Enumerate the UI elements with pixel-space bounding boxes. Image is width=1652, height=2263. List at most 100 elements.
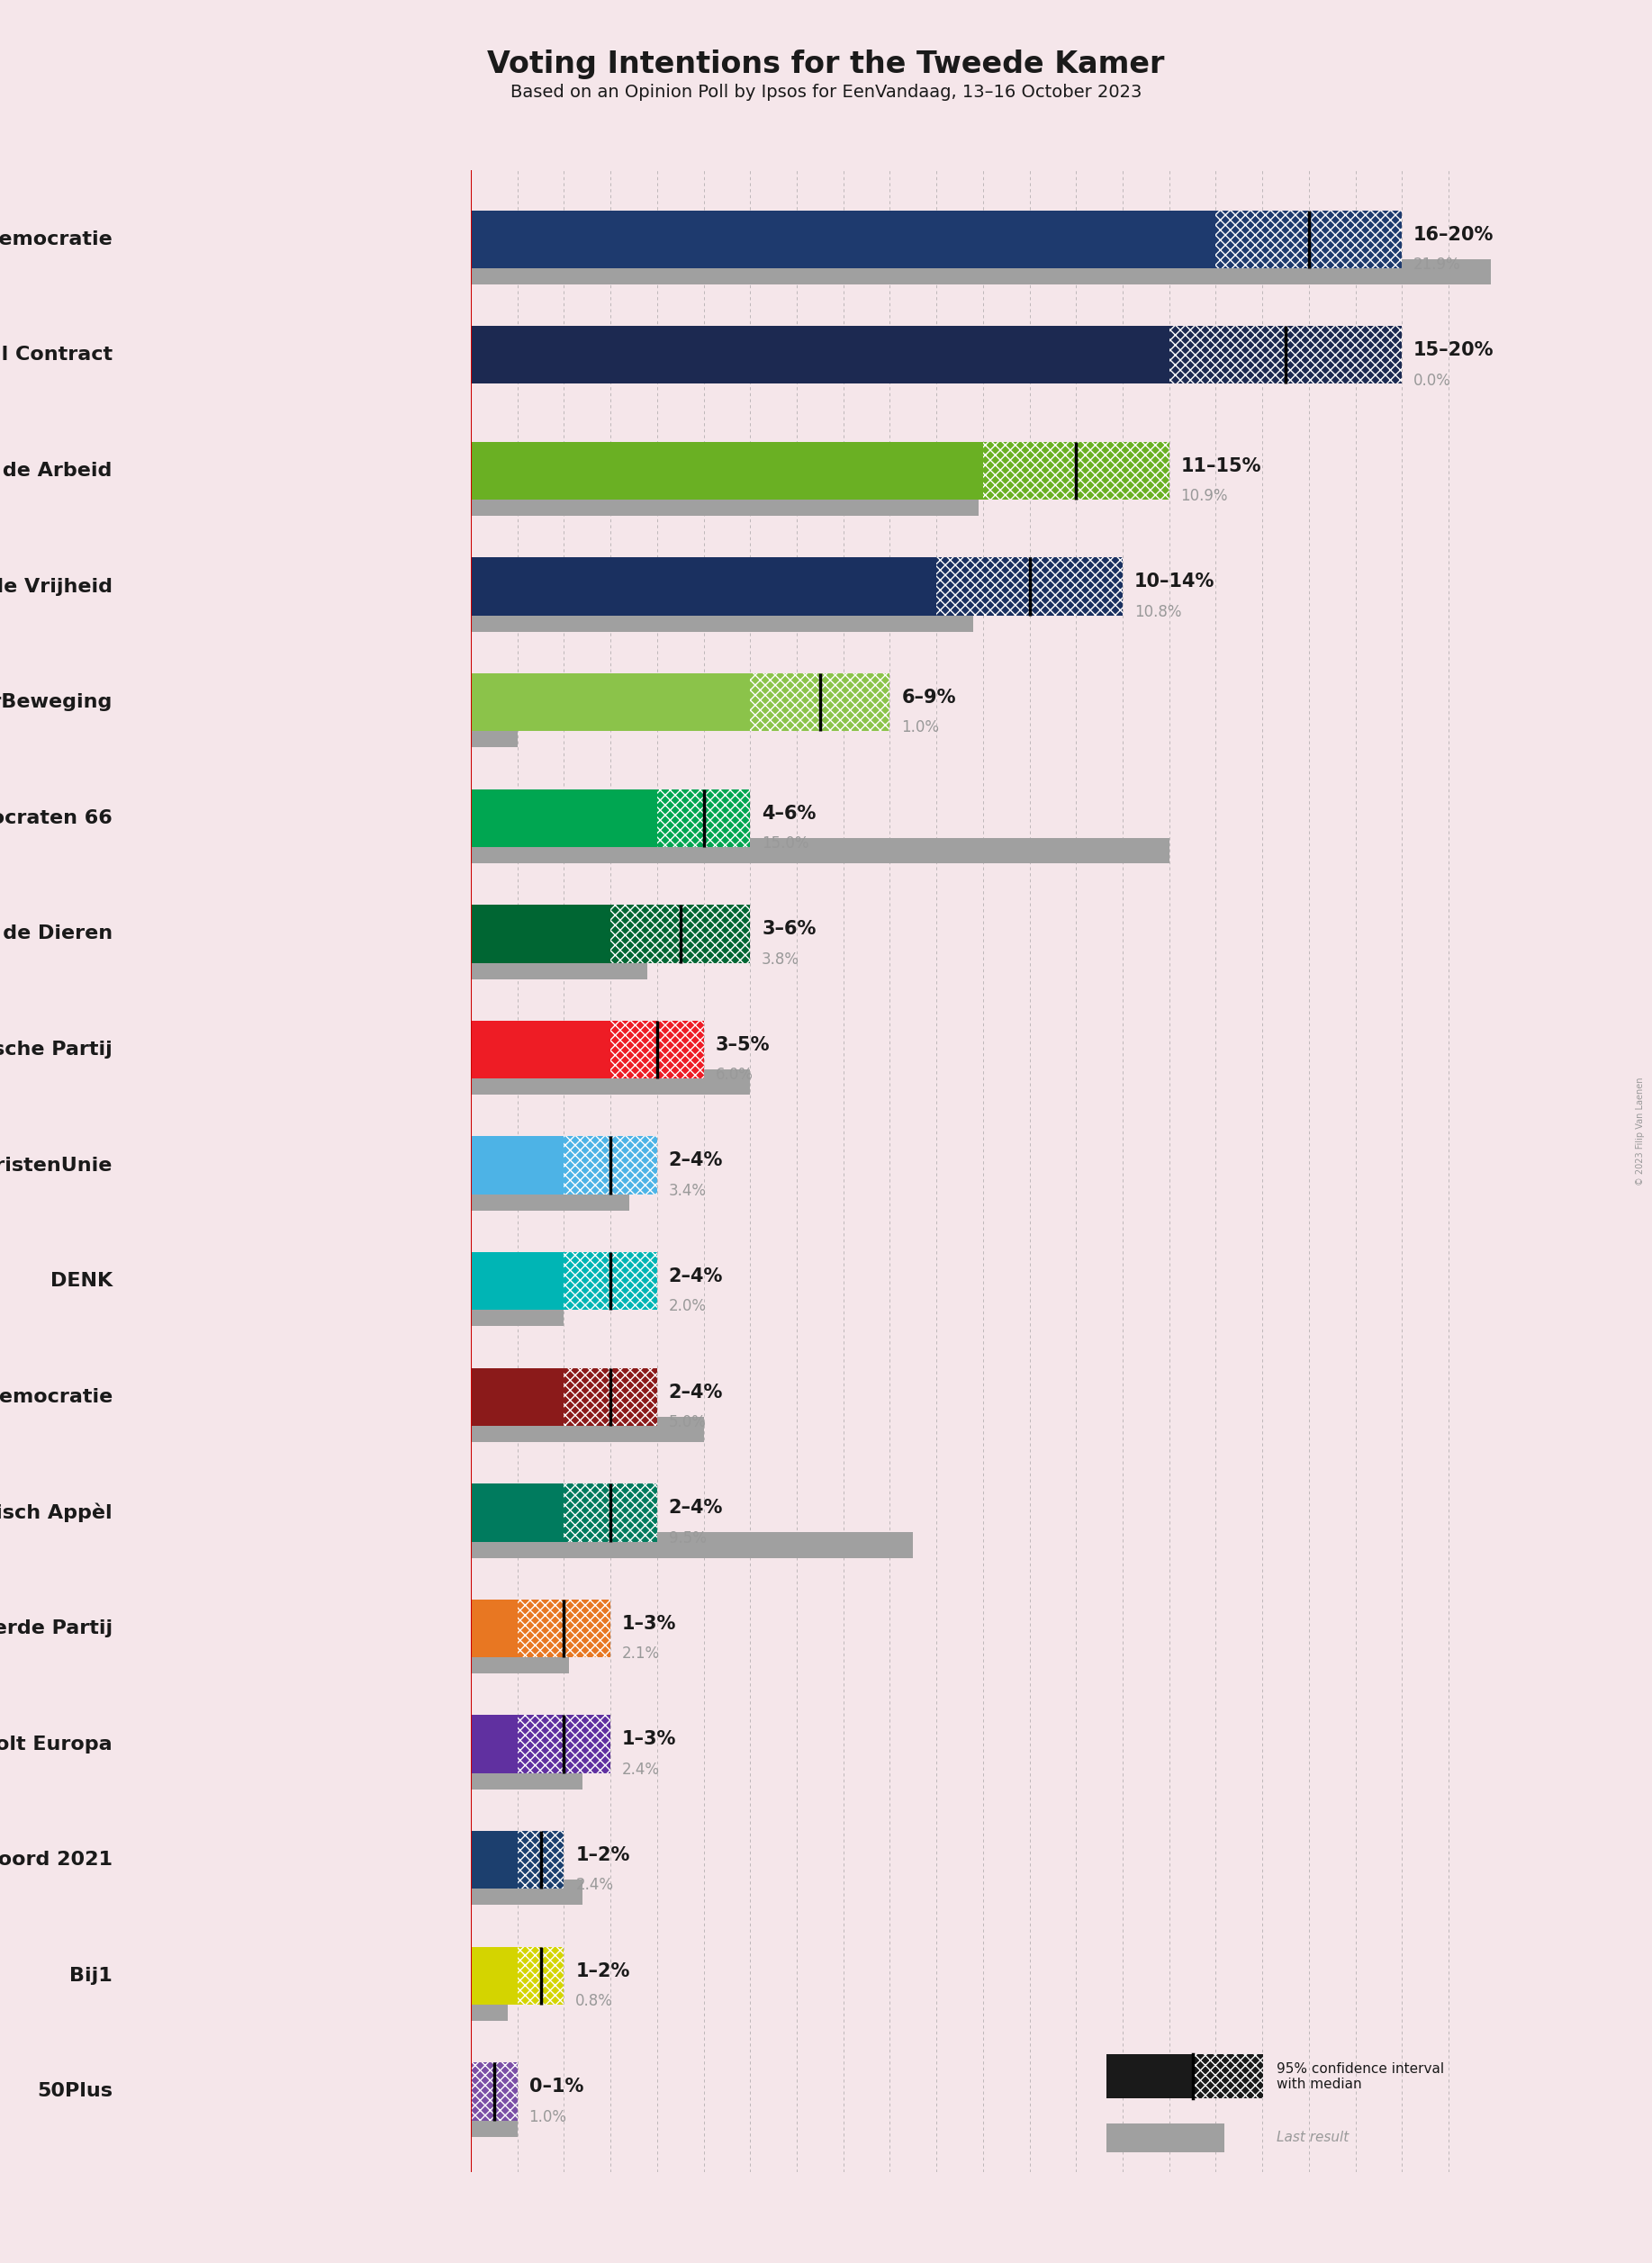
Text: DENK: DENK	[50, 1272, 112, 1290]
Bar	[471, 1881, 583, 1905]
Text: 21.9%: 21.9%	[1414, 256, 1460, 274]
Text: Partij voor de Vrijheid: Partij voor de Vrijheid	[0, 577, 112, 595]
Text: 6–9%: 6–9%	[902, 688, 957, 706]
Bar	[471, 1763, 583, 1790]
Text: Christen-Democratisch Appèl: Christen-Democratisch Appèl	[0, 1503, 112, 1523]
Text: 50Plus: 50Plus	[36, 2082, 112, 2100]
Text: Volt Europa: Volt Europa	[0, 1736, 112, 1754]
Text: 1–2%: 1–2%	[575, 1847, 629, 1865]
Text: 1–3%: 1–3%	[623, 1731, 676, 1749]
Bar	[471, 557, 937, 616]
Text: 1.0%: 1.0%	[902, 720, 940, 735]
Text: 10.8%: 10.8%	[1135, 604, 1181, 620]
Bar	[657, 790, 750, 846]
Text: 5.0%: 5.0%	[669, 1414, 707, 1430]
Bar	[517, 1715, 611, 1774]
Bar	[471, 210, 1216, 267]
Bar	[471, 722, 517, 747]
Bar	[937, 557, 1123, 616]
Text: 3–5%: 3–5%	[715, 1036, 770, 1055]
Text: 2–4%: 2–4%	[669, 1383, 724, 1401]
Text: 3.4%: 3.4%	[669, 1184, 707, 1199]
Bar	[471, 1301, 563, 1326]
Bar	[471, 2111, 517, 2136]
Text: 10–14%: 10–14%	[1135, 573, 1214, 591]
Text: 1.0%: 1.0%	[529, 2109, 567, 2125]
Bar	[563, 1136, 657, 1195]
Bar	[611, 905, 750, 962]
Text: 0.0%: 0.0%	[1414, 373, 1452, 389]
Bar	[471, 1136, 563, 1195]
Bar	[471, 1831, 517, 1890]
Text: 15.0%: 15.0%	[762, 835, 809, 851]
Text: 2.1%: 2.1%	[623, 1645, 661, 1661]
Bar	[1170, 326, 1403, 385]
Text: Socialistische Partij: Socialistische Partij	[0, 1041, 112, 1059]
Text: Democraten 66: Democraten 66	[0, 808, 112, 826]
Bar	[471, 1715, 517, 1774]
Text: 16–20%: 16–20%	[1414, 226, 1493, 244]
Text: GroenLinks–Partij van de Arbeid: GroenLinks–Partij van de Arbeid	[0, 462, 112, 480]
Bar	[563, 1485, 657, 1541]
Bar	[471, 1021, 611, 1079]
Bar	[471, 905, 611, 962]
Text: © 2023 Filip Van Laenen: © 2023 Filip Van Laenen	[1635, 1077, 1645, 1186]
Text: Volkspartij voor Vrijheid en Democratie: Volkspartij voor Vrijheid en Democratie	[0, 231, 112, 249]
Text: Juiste Antwoord 2021: Juiste Antwoord 2021	[0, 1851, 112, 1869]
Text: 1–2%: 1–2%	[575, 1962, 629, 1980]
Text: Last result: Last result	[1277, 2132, 1348, 2145]
Text: Based on an Opinion Poll by Ipsos for EenVandaag, 13–16 October 2023: Based on an Opinion Poll by Ipsos for Ee…	[510, 84, 1142, 102]
Text: 15–20%: 15–20%	[1414, 342, 1493, 360]
Bar	[471, 1367, 563, 1426]
Text: 2–4%: 2–4%	[669, 1267, 724, 1285]
Bar	[471, 837, 1170, 862]
Text: 95% confidence interval
with median: 95% confidence interval with median	[1277, 2062, 1444, 2091]
Text: 2.4%: 2.4%	[623, 1761, 659, 1779]
Text: Nieuw Sociaal Contract: Nieuw Sociaal Contract	[0, 346, 112, 364]
Bar	[517, 1946, 563, 2005]
Bar	[471, 1417, 704, 1442]
Bar	[517, 1831, 563, 1890]
Text: 2.4%: 2.4%	[575, 1878, 613, 1894]
Bar	[471, 1600, 517, 1657]
Text: 0.8%: 0.8%	[575, 1994, 613, 2010]
Bar	[750, 674, 890, 731]
Bar	[471, 258, 1490, 285]
Text: 10.9%: 10.9%	[1181, 489, 1227, 505]
Bar	[1193, 2055, 1264, 2098]
Bar	[471, 491, 978, 516]
Bar	[471, 1068, 750, 1095]
Bar	[471, 1946, 517, 2005]
Bar	[471, 953, 648, 980]
Bar	[471, 1251, 563, 1310]
Bar	[471, 1647, 568, 1675]
Bar	[471, 441, 983, 500]
Text: 3–6%: 3–6%	[762, 921, 816, 939]
Text: Partij voor de Dieren: Partij voor de Dieren	[0, 926, 112, 944]
Text: 0–1%: 0–1%	[529, 2077, 583, 2096]
Bar	[1107, 2123, 1224, 2152]
Bar	[471, 1186, 629, 1211]
Bar	[1107, 2055, 1193, 2098]
Text: Forum voor Democratie: Forum voor Democratie	[0, 1387, 112, 1405]
Bar	[563, 1367, 657, 1426]
Text: 3.8%: 3.8%	[762, 950, 800, 966]
Text: ChristenUnie: ChristenUnie	[0, 1156, 112, 1174]
Bar	[471, 1532, 914, 1557]
Bar	[471, 606, 973, 631]
Text: 2–4%: 2–4%	[669, 1152, 724, 1170]
Text: 2.0%: 2.0%	[669, 1299, 707, 1315]
Bar	[471, 2062, 517, 2120]
Bar	[471, 326, 1170, 385]
Bar	[471, 1996, 509, 2021]
Text: 1–3%: 1–3%	[623, 1616, 676, 1632]
Text: Bij1: Bij1	[69, 1967, 112, 1985]
Text: Voting Intentions for the Tweede Kamer: Voting Intentions for the Tweede Kamer	[487, 50, 1165, 79]
Bar	[1216, 210, 1403, 267]
Text: 9.5%: 9.5%	[669, 1530, 707, 1546]
Bar	[471, 674, 750, 731]
Text: 2–4%: 2–4%	[669, 1498, 724, 1516]
Bar	[983, 441, 1170, 500]
Text: 11–15%: 11–15%	[1181, 457, 1262, 475]
Bar	[471, 1485, 563, 1541]
